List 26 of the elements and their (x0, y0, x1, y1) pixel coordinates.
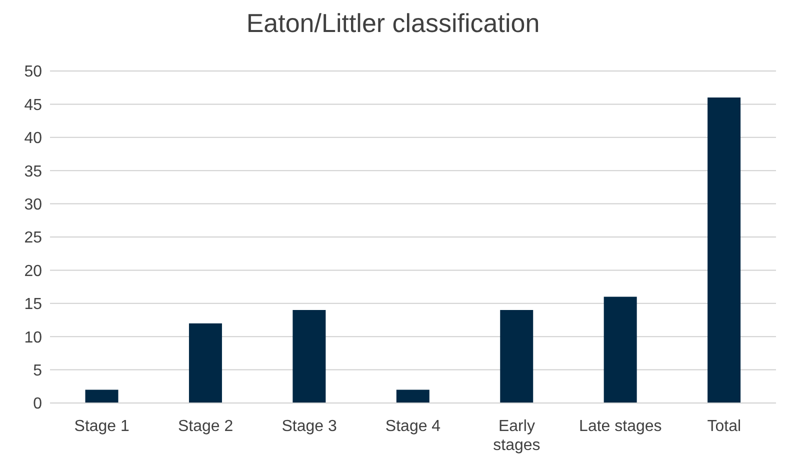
bar (85, 390, 118, 403)
y-tick-label: 40 (24, 130, 42, 148)
y-tick-label: 45 (24, 96, 42, 114)
x-tick-label: Stage 1 (74, 418, 130, 435)
bar (708, 98, 741, 403)
y-tick-label: 10 (24, 329, 42, 346)
y-tick-label: 35 (24, 163, 42, 180)
bar (188, 323, 222, 403)
bar (396, 390, 430, 403)
x-tick-label: Early stages (493, 418, 540, 454)
bar (292, 310, 326, 403)
y-tick-label: 5 (33, 362, 42, 380)
x-tick-label: Total (707, 418, 742, 435)
y-tick-label: 30 (24, 196, 42, 214)
x-tick-label: Stage 2 (178, 418, 234, 435)
y-tick-label: 15 (24, 296, 42, 314)
x-tick-label: Stage 3 (282, 418, 337, 435)
y-tick-label: 50 (24, 64, 42, 81)
y-tick-label: 20 (24, 262, 42, 280)
x-tick-label: Late stages (579, 418, 662, 435)
y-tick-label: 0 (33, 396, 42, 413)
bar (500, 310, 534, 403)
bar (604, 296, 637, 403)
y-tick-label: 25 (24, 230, 42, 247)
x-tick-label: Stage 4 (385, 418, 441, 435)
chart-title: Eaton/Littler classification (245, 8, 541, 39)
